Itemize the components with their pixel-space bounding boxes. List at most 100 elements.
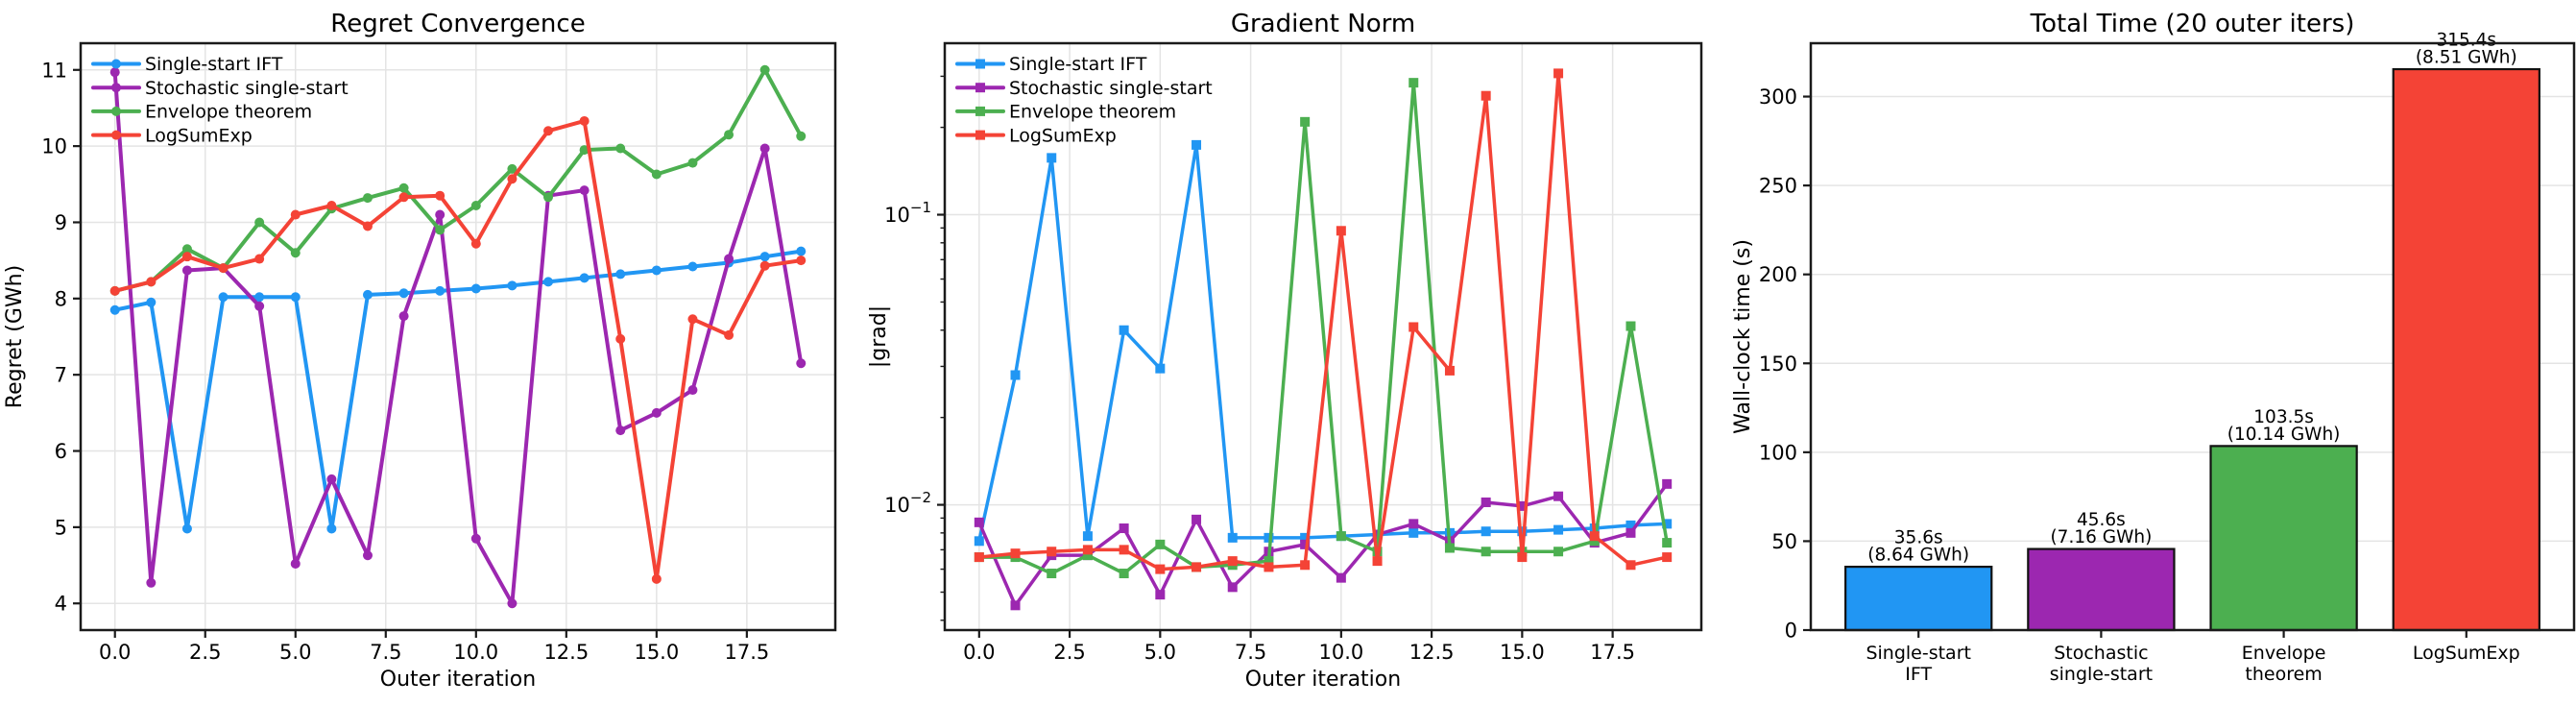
- data-point: [1119, 569, 1129, 579]
- data-point: [254, 254, 265, 264]
- series-red: [109, 115, 807, 584]
- data-point: [1553, 491, 1564, 501]
- bar-blue: [1844, 565, 1993, 632]
- data-point: [1408, 527, 1419, 538]
- legend-label: Single-start IFT: [145, 54, 283, 75]
- data-point: [1227, 582, 1238, 593]
- series-line: [977, 143, 1669, 544]
- ytick-label: 11: [41, 59, 67, 82]
- chart-title: Regret Convergence: [330, 10, 585, 38]
- xtick-label: 10.0: [1318, 641, 1363, 664]
- xtick-label: 7.5: [1235, 641, 1266, 664]
- data-point: [1517, 526, 1528, 537]
- data-point: [435, 285, 445, 296]
- xtick-label: 15.0: [1500, 641, 1545, 664]
- yaxis-label: Wall-clock time (s): [1731, 239, 1755, 434]
- data-point: [1300, 560, 1311, 571]
- data-point: [1010, 370, 1021, 380]
- data-point: [398, 182, 409, 193]
- data-point: [1010, 600, 1021, 611]
- plot-spines: [1809, 41, 2576, 632]
- data-point: [1264, 556, 1274, 567]
- bar-annotation-sub: (8.51 GWh): [2416, 48, 2517, 68]
- data-point: [1155, 564, 1166, 574]
- xtick-label: 12.5: [543, 641, 589, 664]
- data-point: [1662, 519, 1673, 529]
- data-point: [1481, 547, 1491, 557]
- data-point: [1372, 556, 1383, 567]
- data-point: [687, 314, 698, 325]
- xtick-label: theorem: [2245, 664, 2322, 685]
- legend-item: Stochastic single-start: [955, 78, 1213, 99]
- bar-annotation-value: 315.4s: [2436, 31, 2496, 51]
- series-line: [112, 70, 804, 606]
- data-point: [1082, 531, 1093, 542]
- ytick-label: 300: [1759, 85, 1797, 109]
- ytick-label: 4: [55, 593, 67, 616]
- data-point: [290, 248, 301, 258]
- bar-annotation-value: 35.6s: [1894, 528, 1943, 548]
- series-purple: [109, 67, 807, 609]
- xtick-label: Single-start: [1866, 643, 1971, 664]
- xtick-label: LogSumExp: [2413, 643, 2520, 664]
- data-point: [796, 246, 807, 256]
- data-point: [362, 193, 373, 204]
- data-point: [975, 130, 985, 140]
- ytick-label: 100: [1759, 441, 1797, 464]
- ytick-label: 6: [55, 440, 67, 463]
- data-point: [470, 283, 481, 294]
- data-point: [398, 192, 409, 203]
- data-point: [651, 169, 662, 180]
- ytick-label: 200: [1759, 263, 1797, 286]
- series-line: [112, 118, 804, 581]
- data-point: [435, 209, 445, 220]
- xtick-label: Stochastic: [2054, 643, 2148, 664]
- data-point: [615, 333, 626, 344]
- data-point: [1300, 539, 1311, 549]
- data-point: [579, 115, 590, 126]
- legend-label: Single-start IFT: [1009, 54, 1147, 75]
- data-point: [724, 254, 734, 264]
- xtick-label: 17.5: [1590, 641, 1635, 664]
- data-point: [579, 273, 590, 283]
- data-point: [470, 533, 481, 544]
- legend-label: Envelope theorem: [1009, 102, 1176, 123]
- data-point: [1408, 519, 1419, 529]
- data-point: [543, 126, 554, 136]
- data-point: [1553, 524, 1564, 535]
- data-point: [975, 106, 985, 116]
- data-point: [1625, 520, 1636, 530]
- data-point: [759, 64, 770, 75]
- data-point: [1408, 322, 1419, 332]
- data-point: [724, 329, 734, 340]
- data-point: [1082, 550, 1093, 561]
- bar-annotation-value: 103.5s: [2253, 407, 2314, 427]
- ytick-label: 150: [1759, 352, 1797, 376]
- legend-label: Stochastic single-start: [145, 78, 349, 99]
- xtick-label: 5.0: [1144, 641, 1176, 664]
- series-line: [977, 81, 1669, 575]
- data-point: [398, 311, 409, 322]
- data-point: [290, 209, 301, 220]
- data-point: [507, 598, 518, 609]
- data-point: [1155, 363, 1166, 374]
- data-point: [1300, 532, 1311, 543]
- xtick-label: 5.0: [279, 641, 311, 664]
- data-point: [218, 263, 229, 274]
- legend-item: LogSumExp: [955, 125, 1117, 146]
- data-point: [1082, 545, 1093, 555]
- data-point: [651, 265, 662, 276]
- bar-annotation-sub: (7.16 GWh): [2050, 527, 2152, 547]
- xaxis-label: Outer iteration: [1245, 668, 1401, 692]
- data-point: [254, 292, 265, 303]
- data-point: [975, 83, 985, 93]
- data-point: [362, 221, 373, 231]
- data-point: [1336, 572, 1346, 583]
- ytick-label: 10−1: [884, 199, 931, 227]
- data-point: [398, 288, 409, 299]
- data-point: [651, 573, 662, 584]
- data-point: [435, 225, 445, 235]
